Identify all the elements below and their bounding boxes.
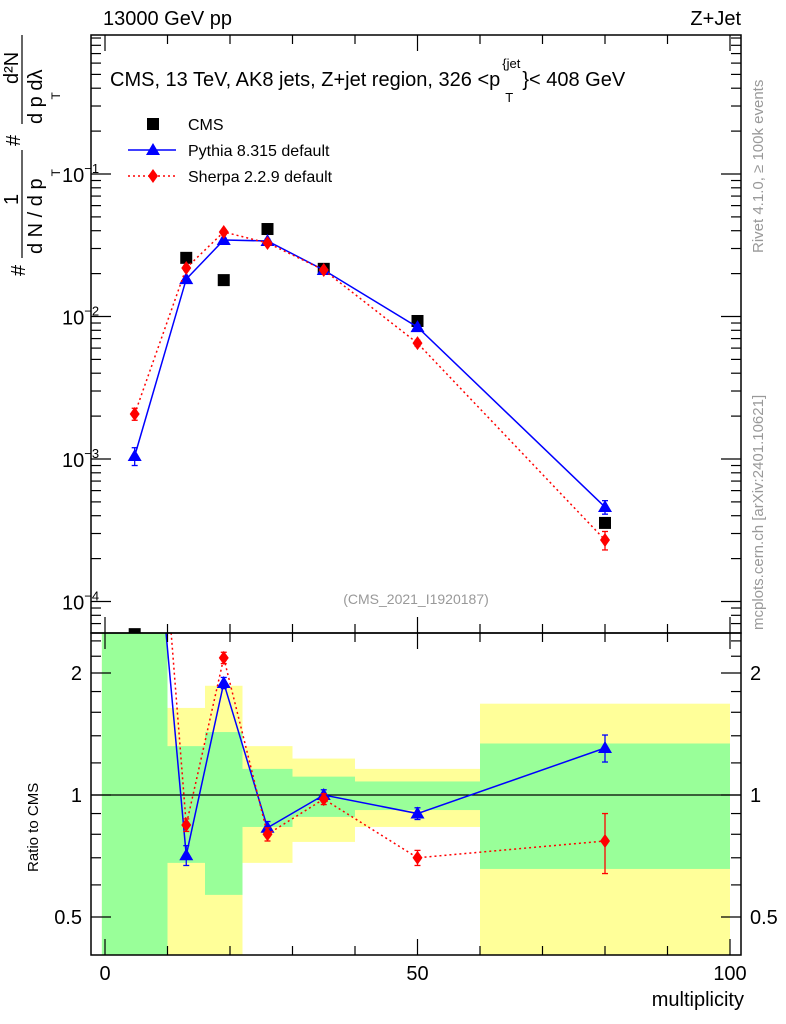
legend-item: CMS [147, 117, 224, 134]
legend-item: Sherpa 2.2.9 default [128, 169, 333, 186]
header-right: Z+Jet [690, 8, 741, 30]
sherpa-point [318, 262, 329, 277]
sherpa-ratio-point [218, 650, 229, 665]
x-tick-label: 50 [406, 963, 428, 985]
title-sup: {jet [502, 56, 520, 71]
sherpa-ratio-point [318, 792, 329, 807]
legend-marker [147, 118, 159, 130]
cms-point [217, 274, 230, 287]
legend-marker [146, 143, 160, 155]
sherpa-ratio-point [600, 834, 610, 849]
uncertainty-band-stat [355, 781, 480, 811]
ratio-y-tick-label: 1 [71, 785, 82, 807]
uncertainty-band-stat [205, 732, 243, 895]
pythia-line [133, 239, 606, 508]
sherpa-ratio-point [262, 827, 273, 842]
legend-marker [148, 169, 158, 183]
legend-label: Sherpa 2.2.9 default [188, 169, 333, 186]
chart-title: CMS, 13 TeV, AK8 jets, Z+jet region, 326… [110, 69, 500, 91]
sherpa-point [181, 260, 192, 275]
y-tick-label: 10−3 [62, 446, 99, 472]
ylabel-T1: T [49, 168, 63, 176]
sherpa-point [412, 336, 423, 351]
y-tick-label: 10−4 [62, 589, 99, 615]
analysis-id: (CMS_2021_I1920187) [343, 591, 489, 607]
ratio-y-tick-label-right: 2 [750, 663, 761, 685]
sherpa-ratio-point [412, 850, 423, 865]
cms-point [599, 516, 611, 529]
legend-label: Pythia 8.315 default [188, 143, 330, 160]
x-tick-label: 100 [713, 963, 746, 985]
pythia-ratio-point [410, 806, 425, 819]
ylabel-dn-dpt: d N / d p [25, 178, 47, 254]
pythia-point [410, 320, 425, 333]
ylabel-d2n: d²N [1, 52, 23, 84]
sherpa-point [600, 533, 610, 548]
ylabel-hash1: # [8, 264, 30, 276]
pythia-ratio-point [598, 741, 612, 754]
rivet-label: Rivet 4.1.0, ≥ 100k events [750, 80, 767, 253]
legend-item: Pythia 8.315 default [128, 143, 330, 160]
ratio-y-tick-label: 2 [71, 663, 82, 685]
header-left: 13000 GeV pp [103, 8, 232, 30]
pythia-point [598, 500, 612, 513]
cms-point [180, 251, 193, 264]
pythia-point [127, 448, 142, 461]
legend-label: CMS [188, 117, 224, 134]
y-tick-label: 10−1 [62, 161, 99, 187]
ylabel-dpt-dl: d p dλ [25, 70, 47, 124]
sherpa-ratio-point [130, 162, 140, 176]
pythia-point [216, 233, 231, 246]
sherpa-line [133, 231, 606, 541]
y-axis-label: # 1 d N / d p T # d²N d p dλ T [1, 35, 63, 276]
cms-point [261, 223, 274, 236]
uncertainty-band-stat [167, 746, 205, 863]
ratio-y-tick-label: 0.5 [54, 907, 82, 929]
sherpa-point [262, 235, 273, 250]
title-sub: T [505, 90, 513, 105]
title-tail: }< 408 GeV [522, 69, 626, 91]
uncertainty-band-stat [101, 633, 168, 955]
ratio-y-tick-label-right: 0.5 [750, 907, 778, 929]
ylabel-hash2: # [3, 134, 25, 146]
ratio-plot-frame [90, 632, 742, 956]
pythia-point [179, 272, 194, 285]
ratio-ylabel: Ratio to CMS [25, 783, 42, 872]
pythia-ratio-point [216, 675, 231, 688]
ylabel-one: 1 [1, 194, 23, 205]
sherpa-point [129, 406, 140, 421]
sherpa-point [218, 224, 229, 239]
mcplots-label: mcplots.cern.ch [arXiv:2401.10621] [750, 395, 767, 630]
x-tick-label: 0 [99, 963, 110, 985]
pythia-ratio-point [128, 281, 142, 293]
pythia-ratio-point [260, 820, 275, 833]
cms-point [128, 628, 141, 633]
x-axis-label: multiplicity [652, 989, 744, 1011]
pythia-ratio-point [179, 848, 194, 861]
ylabel-T2: T [49, 91, 63, 99]
ratio-y-tick-label-right: 1 [750, 785, 761, 807]
y-tick-label: 10−2 [62, 304, 99, 330]
sherpa-ratio-point [181, 818, 192, 833]
